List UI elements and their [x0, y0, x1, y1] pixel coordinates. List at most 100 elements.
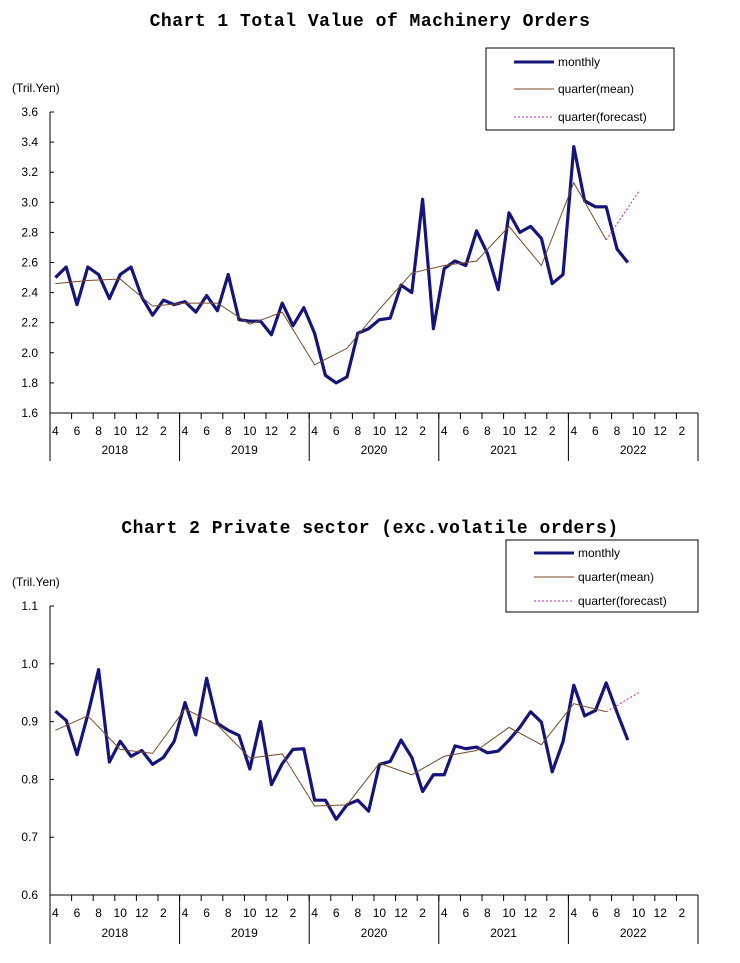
chart-2-legend-quarter-forecast-label: quarter(forecast) [578, 594, 667, 608]
chart-1-month-label: 2 [160, 424, 167, 438]
chart-1-year-label: 2019 [231, 443, 258, 457]
chart-1-month-label: 6 [203, 424, 210, 438]
chart-2-month-label: 12 [265, 906, 279, 920]
chart-2-series-monthly-line [54, 667, 630, 821]
chart-2-year-label: 2020 [361, 926, 388, 940]
chart-2-month-label: 12 [524, 906, 538, 920]
chart-2-month-label: 4 [311, 906, 318, 920]
chart-1-month-label: 10 [114, 424, 128, 438]
chart-2-month-label: 10 [373, 906, 387, 920]
chart-1-unit-label: (Tril.Yen) [12, 81, 60, 95]
chart-2-month-label: 8 [484, 906, 491, 920]
chart-1-month-label: 8 [95, 424, 102, 438]
chart-1-y-tick-label: 1.6 [21, 406, 38, 420]
chart-1-series-quarter-mean-line [55, 181, 607, 366]
chart-1-legend-monthly-label: monthly [558, 55, 600, 69]
chart-1-month-label: 2 [678, 424, 685, 438]
chart-2-year-label: 2018 [101, 926, 128, 940]
chart-2-month-label: 2 [290, 906, 297, 920]
chart-1-month-label: 8 [614, 424, 621, 438]
chart-1-y-tick-label: 3.0 [21, 195, 38, 209]
chart-1-month-label: 10 [243, 424, 257, 438]
chart-2-month-label: 4 [182, 906, 189, 920]
chart-2-y-tick-label: 1.1 [21, 599, 38, 613]
chart-1-month-label: 12 [524, 424, 538, 438]
chart-1-y-tick-label: 2.6 [21, 256, 38, 270]
chart-1-month-label: 8 [225, 424, 232, 438]
chart-2-month-label: 6 [333, 906, 340, 920]
chart-1-year-label: 2020 [361, 443, 388, 457]
chart-1-month-label: 8 [354, 424, 361, 438]
chart-1-title: Chart 1 Total Value of Machinery Orders [149, 12, 591, 32]
chart-2-month-label: 8 [354, 906, 361, 920]
chart-1-month-label: 2 [290, 424, 297, 438]
chart-1-month-label: 2 [419, 424, 426, 438]
chart-2-unit-label: (Tril.Yen) [12, 575, 60, 589]
chart-2-year-label: 2021 [490, 926, 517, 940]
chart-1-month-label: 12 [654, 424, 668, 438]
chart-2-series-quarter-mean-line [55, 703, 607, 807]
chart-1-y-tick-label: 2.4 [21, 286, 38, 300]
chart-1-month-label: 6 [462, 424, 469, 438]
chart-2-y-tick-label: 0.9 [21, 715, 38, 729]
chart-1-legend-quarter-forecast-label: quarter(forecast) [558, 110, 647, 124]
chart-1-month-label: 4 [311, 424, 318, 438]
chart-2-legend-quarter-mean-label: quarter(mean) [578, 570, 654, 584]
chart-2-month-label: 10 [502, 906, 516, 920]
chart-2-month-label: 12 [394, 906, 408, 920]
chart-2-month-label: 8 [614, 906, 621, 920]
chart-2-month-label: 6 [203, 906, 210, 920]
chart-1-month-label: 10 [502, 424, 516, 438]
chart-1-month-label: 4 [570, 424, 577, 438]
chart-2-month-label: 2 [419, 906, 426, 920]
chart-1-series-quarter-forecast-line [605, 191, 640, 241]
chart-2-month-label: 4 [441, 906, 448, 920]
chart-2-month-label: 2 [549, 906, 556, 920]
chart-2-month-label: 10 [114, 906, 128, 920]
chart-1-month-label: 6 [74, 424, 81, 438]
chart-1-month-label: 6 [333, 424, 340, 438]
chart-2-month-label: 4 [52, 906, 59, 920]
chart-1-month-label: 12 [265, 424, 279, 438]
chart-2-month-label: 10 [243, 906, 257, 920]
chart-1-series-monthly-line [54, 145, 630, 385]
chart-1-legend-quarter-mean-label: quarter(mean) [558, 82, 634, 96]
chart-1-y-tick-label: 3.6 [21, 105, 38, 119]
chart-2-month-label: 2 [160, 906, 167, 920]
chart-1-month-label: 2 [549, 424, 556, 438]
chart-1-month-label: 4 [182, 424, 189, 438]
chart-2-month-label: 10 [632, 906, 646, 920]
chart-2-title: Chart 2 Private sector (exc.volatile ord… [121, 519, 619, 539]
chart-2-month-label: 12 [135, 906, 149, 920]
chart-2-month-label: 4 [570, 906, 577, 920]
chart-2-y-tick-label: 0.6 [21, 888, 38, 902]
chart-1-month-label: 12 [135, 424, 149, 438]
chart-1-month-label: 12 [394, 424, 408, 438]
chart-1-y-tick-label: 3.4 [21, 135, 38, 149]
chart-1-y-tick-label: 2.8 [21, 225, 38, 239]
chart-1-month-label: 6 [592, 424, 599, 438]
chart-2-year-label: 2022 [620, 926, 647, 940]
chart-1-month-label: 8 [484, 424, 491, 438]
chart-1-y-tick-label: 2.0 [21, 346, 38, 360]
chart-2-month-label: 6 [74, 906, 81, 920]
chart-1-month-label: 4 [441, 424, 448, 438]
chart-1-year-label: 2018 [101, 443, 128, 457]
chart-2-year-label: 2019 [231, 926, 258, 940]
chart-2-month-label: 12 [654, 906, 668, 920]
chart-1-y-tick-label: 3.2 [21, 165, 38, 179]
chart-2-y-tick-label: 0.7 [21, 830, 38, 844]
chart-2-month-label: 6 [462, 906, 469, 920]
chart-2-y-tick-label: 1.0 [21, 657, 38, 671]
chart-2-month-label: 8 [225, 906, 232, 920]
chart-1-year-label: 2022 [620, 443, 647, 457]
chart-2-legend-monthly-label: monthly [578, 546, 620, 560]
chart-2-y-tick-label: 0.8 [21, 772, 38, 786]
chart-1-y-tick-label: 2.2 [21, 316, 38, 330]
chart-2-month-label: 2 [678, 906, 685, 920]
chart-1-month-label: 10 [373, 424, 387, 438]
chart-1-year-label: 2021 [490, 443, 517, 457]
chart-1-month-label: 10 [632, 424, 646, 438]
chart-1-y-tick-label: 1.8 [21, 376, 38, 390]
